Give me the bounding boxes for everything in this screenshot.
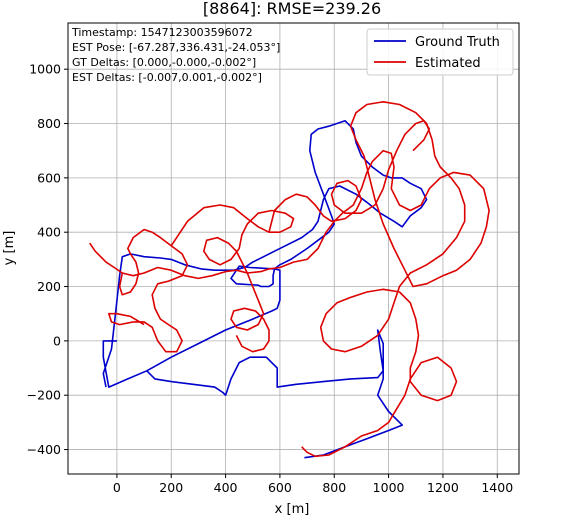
x-ticks: 0 200 400 600 800 1000 1200 1400 [113, 474, 513, 495]
x-tick-label: 1200 [427, 480, 459, 495]
info-line-est-deltas: EST Deltas: [-0.007,0.001,-0.002°] [72, 71, 262, 84]
y-tick-label: 0 [53, 333, 61, 348]
x-tick-label: 600 [268, 480, 292, 495]
y-tick-label: −200 [27, 388, 61, 403]
info-box: Timestamp: 1547123003596072 EST Pose: [-… [71, 26, 280, 84]
legend-label-ground-truth: Ground Truth [415, 35, 500, 50]
y-axis-label: y [m] [2, 231, 17, 266]
y-tick-label: 400 [37, 225, 61, 240]
y-tick-label: −400 [27, 442, 61, 457]
series-line-estimated-upper-loop [268, 120, 431, 233]
series-line-estimated [89, 101, 490, 458]
x-tick-label: 400 [214, 480, 238, 495]
x-tick-label: 0 [113, 480, 121, 495]
series-line-ground-truth-lower-loop [146, 329, 404, 459]
x-tick-label: 1000 [373, 480, 405, 495]
info-line-est-pose: EST Pose: [-67.287,336.431,-24.053°] [72, 41, 280, 54]
y-tick-label: 1000 [29, 62, 61, 77]
x-tick-label: 800 [322, 480, 346, 495]
y-tick-label: 800 [37, 116, 61, 131]
y-ticks: −400 −200 0 200 400 600 800 1000 [27, 62, 68, 457]
legend-label-estimated: Estimated [415, 56, 481, 71]
y-tick-label: 600 [37, 170, 61, 185]
legend: Ground Truth Estimated [366, 28, 514, 76]
chart-title: [8864]: RMSE=239.26 [203, 0, 381, 18]
info-line-timestamp: Timestamp: 1547123003596072 [71, 26, 253, 39]
x-tick-label: 200 [159, 480, 183, 495]
series-line-estimated-middle-arcs [170, 204, 295, 353]
x-axis-label: x [m] [275, 502, 310, 517]
plot-frame [67, 22, 520, 475]
x-tick-label: 1400 [481, 480, 513, 495]
plot-lines [89, 101, 490, 459]
y-tick-label: 200 [37, 279, 61, 294]
series-line-estimated-left-arcs [108, 228, 189, 353]
grid [68, 23, 519, 474]
info-line-gt-deltas: GT Deltas: [0.000,-0.000,-0.002°] [72, 56, 256, 69]
